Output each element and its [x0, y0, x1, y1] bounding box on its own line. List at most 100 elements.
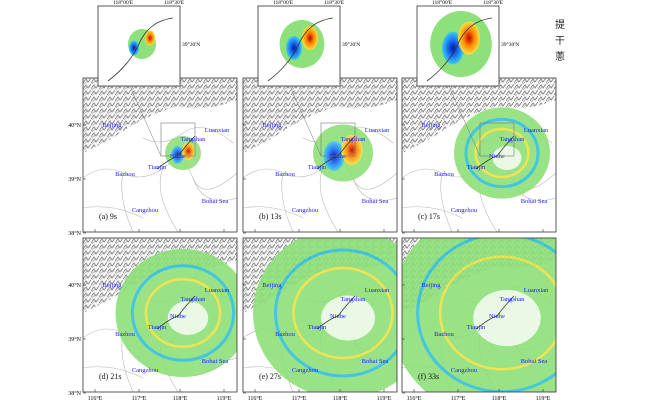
boundary-line — [192, 177, 237, 201]
city-label: Bazhou — [275, 331, 296, 338]
city-label: Beijing — [102, 282, 122, 289]
city-label: Luanxian — [524, 127, 549, 134]
panel-frame — [242, 237, 398, 393]
boundary-line — [402, 206, 463, 219]
wavefront-ring — [274, 248, 397, 378]
city-label: Tianjin — [308, 164, 327, 171]
y-tick-label: 39°N — [68, 176, 81, 183]
city-label: Bazhou — [275, 171, 296, 178]
city-label: Ninhe — [330, 153, 346, 160]
x-tick-label: 119°E — [217, 395, 232, 400]
inset-x-tick-label: 118°30'E — [324, 0, 345, 6]
city-label: Cangzhou — [132, 367, 159, 374]
city-label: Cangzhou — [451, 367, 478, 374]
x-tick-label: 118°E — [492, 395, 507, 400]
x-tick-label: 116°E — [88, 395, 103, 400]
wavefront-ring — [292, 266, 394, 360]
wavefront-ring — [130, 264, 236, 362]
city-label: Bazhou — [434, 331, 455, 338]
wavefield-negative-lobe — [171, 145, 184, 164]
city-label: Ninhe — [170, 153, 186, 160]
inset-y-tick-label: 39°30'N — [342, 41, 360, 48]
inset-x-tick-label: 118°30'E — [483, 0, 504, 6]
city-label: Bohai Sea — [362, 198, 389, 205]
city-label: Tianjin — [148, 164, 167, 171]
panel-label: (b) 13s — [259, 212, 281, 221]
x-tick-label: 118°E — [333, 395, 348, 400]
wavefield — [313, 124, 373, 182]
city-label: Tangshan — [500, 296, 526, 303]
y-tick-label: 40°N — [68, 122, 81, 129]
city-label: Cangzhou — [132, 207, 159, 214]
inset-positive-lobe — [302, 26, 318, 50]
x-tick-label: 116°E — [407, 395, 422, 400]
side-char: 蔥 — [555, 52, 565, 63]
x-tick-label: 119°E — [377, 395, 392, 400]
wavefront-ring — [464, 117, 540, 189]
inset-positive-lobe — [458, 21, 480, 55]
city-label: Luanxian — [365, 287, 390, 294]
boundary-line — [352, 177, 397, 201]
fault-trace — [316, 295, 356, 330]
y-tick-label: 38°N — [68, 390, 81, 397]
boundary-line — [121, 172, 134, 232]
inset-wavefield — [279, 20, 325, 68]
fault-trace — [475, 295, 515, 330]
x-tick-label: 116°E — [248, 395, 263, 400]
inset-extent-box — [479, 122, 515, 157]
city-label: Tianjin — [308, 324, 327, 331]
inset-negative-lobe — [129, 40, 139, 56]
city-label: Bohai Sea — [362, 358, 389, 365]
inset-x-tick-label: 118°00'E — [273, 0, 294, 6]
boundary-line — [83, 366, 144, 379]
wavefield — [402, 238, 556, 392]
city-label: Luanxian — [365, 127, 390, 134]
inset-extent-box — [320, 122, 356, 157]
inset-map: 118°00'E 118°30'E 39°30'N — [257, 0, 360, 87]
boundary-line — [159, 167, 179, 232]
inset-negative-lobe — [286, 36, 302, 60]
inset-map: 118°00'E 118°30'E 39°30'N — [97, 0, 200, 87]
city-label: Beijing — [262, 282, 282, 289]
wavefield-positive-lobe — [341, 135, 363, 165]
city-label: Beijing — [421, 282, 441, 289]
panel-label: (d) 21s — [99, 372, 121, 381]
x-tick-label: 117°E — [451, 395, 466, 400]
y-tick-label: 38°N — [68, 230, 81, 237]
city-label: Bohai Sea — [521, 198, 548, 205]
city-label: Ninhe — [170, 313, 186, 320]
city-label: Luanxian — [205, 287, 230, 294]
city-label: Cangzhou — [292, 207, 319, 214]
wavefront-ring — [438, 255, 556, 371]
wavefield-gap — [473, 289, 541, 347]
city-label: Tianjin — [467, 164, 486, 171]
wavefield-gap — [321, 295, 375, 341]
city-label: Tianjin — [148, 324, 167, 331]
city-label: Tangshan — [181, 136, 207, 143]
inset-fault-trace — [107, 17, 174, 82]
inset-x-tick-label: 118°30'E — [164, 0, 185, 6]
panel-frame — [401, 237, 557, 393]
wavefield — [253, 238, 397, 392]
side-char: 干 — [555, 36, 565, 47]
wavefield-gap — [167, 301, 209, 335]
boundary-line — [281, 172, 294, 232]
city-label: Beijing — [102, 122, 122, 129]
inset-y-tick-label: 39°30'N — [501, 41, 519, 48]
city-label: Cangzhou — [451, 207, 478, 214]
city-label: Bazhou — [115, 331, 136, 338]
panel-label: (c) 17s — [418, 212, 440, 221]
city-label: Tangshan — [181, 296, 207, 303]
side-char: 提 — [555, 20, 565, 31]
city-label: Bohai Sea — [202, 198, 229, 205]
terrain-relief — [83, 78, 237, 153]
wavefield — [454, 107, 550, 199]
